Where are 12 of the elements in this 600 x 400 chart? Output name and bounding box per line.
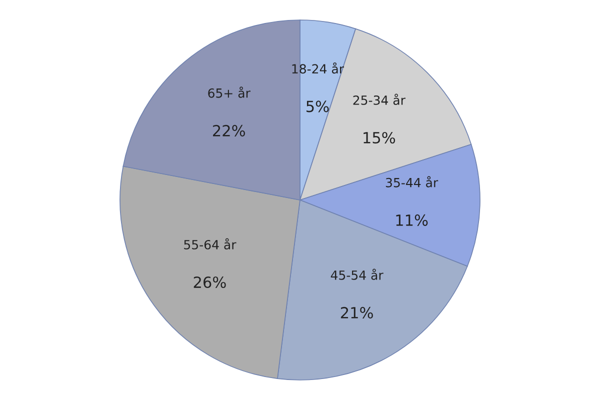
slice-label: 65+ år (208, 86, 250, 98)
data-label: 22% (213, 124, 245, 136)
data-label: 11% (396, 214, 428, 226)
slice-label: 55-64 år (184, 238, 236, 250)
data-label: 21% (340, 306, 373, 318)
slice-label: 35-44 år (386, 176, 438, 188)
slice-label: 18-24 år (292, 62, 344, 74)
data-label: 5% (306, 100, 329, 112)
data-label: 26% (194, 276, 226, 288)
data-label: 15% (364, 132, 396, 144)
slice-label: 45-54 år (330, 268, 384, 280)
slice-label: 25-34 år (353, 94, 406, 105)
